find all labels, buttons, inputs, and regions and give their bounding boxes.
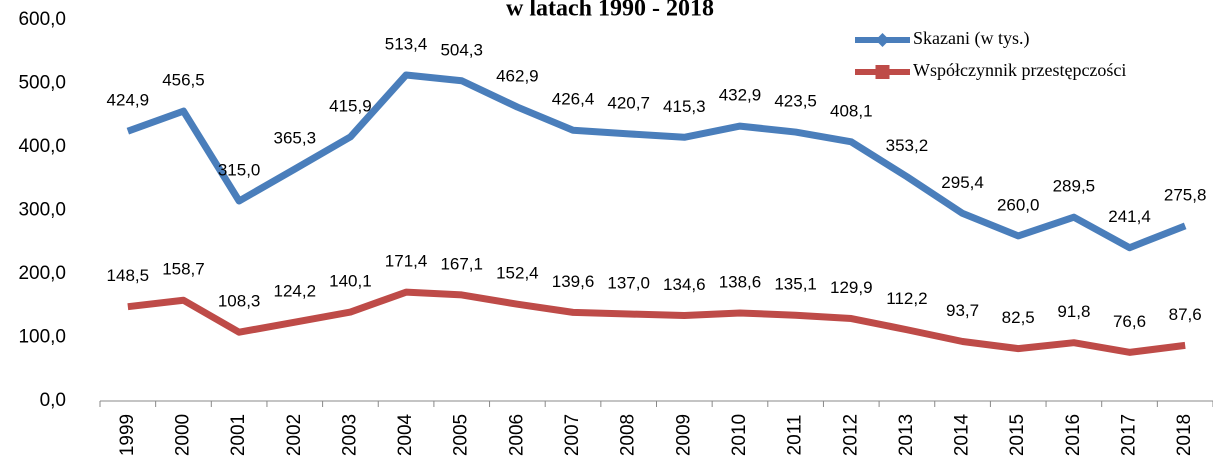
y-tick-label: 600,0	[18, 9, 66, 30]
legend-marker	[875, 65, 890, 79]
y-tick-label: 300,0	[18, 200, 66, 221]
y-tick-label: 400,0	[18, 136, 66, 157]
chart-title: w latach 1990 - 2018	[506, 0, 714, 22]
data-label: 432,9	[719, 86, 762, 105]
data-label: 260,0	[997, 195, 1040, 214]
x-tick-label: 2005	[451, 414, 472, 456]
x-tick-label: 2008	[618, 414, 639, 456]
x-tick-label: 2001	[228, 414, 249, 456]
x-tick-label: 2013	[896, 414, 917, 456]
data-label: 112,2	[886, 289, 927, 308]
x-tick-label: 1999	[117, 414, 138, 456]
data-label: 365,3	[274, 129, 317, 148]
x-tick-label: 2010	[729, 414, 750, 456]
x-tick-label: 2012	[840, 414, 861, 456]
x-tick-label: 2003	[339, 414, 360, 456]
x-tick-label: 2007	[562, 414, 583, 456]
data-label: 353,2	[886, 136, 929, 155]
data-label: 504,3	[440, 40, 483, 59]
y-tick-label: 0,0	[40, 390, 66, 411]
data-label: 87,6	[1169, 305, 1202, 324]
data-label: 295,4	[941, 173, 984, 192]
data-label: 158,7	[162, 260, 205, 279]
data-label: 415,3	[663, 97, 706, 116]
data-label: 167,1	[440, 254, 483, 273]
x-tick-label: 2018	[1174, 414, 1195, 456]
data-label: 289,5	[1053, 177, 1096, 196]
data-label: 137,0	[607, 273, 650, 292]
data-label: 420,7	[607, 93, 650, 112]
data-label: 140,1	[329, 272, 372, 291]
data-label: 408,1	[830, 101, 873, 120]
data-label: 108,3	[218, 292, 261, 311]
data-label: 462,9	[496, 67, 539, 86]
x-tick-label: 2006	[506, 414, 527, 456]
x-tick-label: 2015	[1007, 414, 1028, 456]
data-label: 315,0	[218, 160, 261, 179]
legend-label: Skazani (w tys.)	[913, 28, 1029, 49]
legend-marker	[875, 33, 890, 47]
data-label: 415,9	[329, 96, 372, 115]
y-tick-label: 200,0	[18, 263, 66, 284]
data-label: 138,6	[719, 272, 762, 291]
data-label: 139,6	[552, 272, 595, 291]
x-tick-label: 2004	[395, 413, 416, 456]
data-label: 241,4	[1108, 207, 1151, 226]
data-label: 135,1	[774, 275, 817, 294]
x-tick-label: 2014	[952, 413, 973, 456]
series-line	[127, 288, 1186, 356]
data-label: 148,5	[107, 266, 150, 285]
data-label: 424,9	[107, 91, 150, 110]
data-label: 423,5	[774, 92, 817, 111]
data-label: 513,4	[385, 34, 428, 53]
data-label: 275,8	[1164, 185, 1207, 204]
x-tick-label: 2009	[673, 414, 694, 456]
x-tick-label: 2000	[172, 414, 193, 456]
legend-label: Współczynnik przestępczości	[913, 60, 1126, 80]
y-tick-label: 100,0	[18, 327, 66, 348]
data-label: 152,4	[496, 264, 539, 283]
data-label: 93,7	[946, 301, 979, 320]
x-tick-label: 2002	[284, 414, 305, 456]
data-label: 456,5	[162, 71, 205, 90]
data-label: 91,8	[1057, 302, 1090, 321]
x-tick-label: 2016	[1063, 414, 1084, 456]
data-label: 129,9	[830, 278, 873, 297]
y-tick-label: 500,0	[18, 73, 66, 94]
data-label: 82,5	[1002, 308, 1035, 327]
data-label: 124,2	[274, 282, 317, 301]
data-label: 134,6	[663, 275, 706, 294]
x-tick-label: 2017	[1119, 414, 1140, 456]
x-tick-label: 2011	[785, 415, 806, 456]
data-label: 76,6	[1113, 312, 1146, 331]
series-line	[126, 71, 1187, 252]
data-label: 426,4	[552, 90, 595, 109]
data-label: 171,4	[385, 252, 428, 271]
